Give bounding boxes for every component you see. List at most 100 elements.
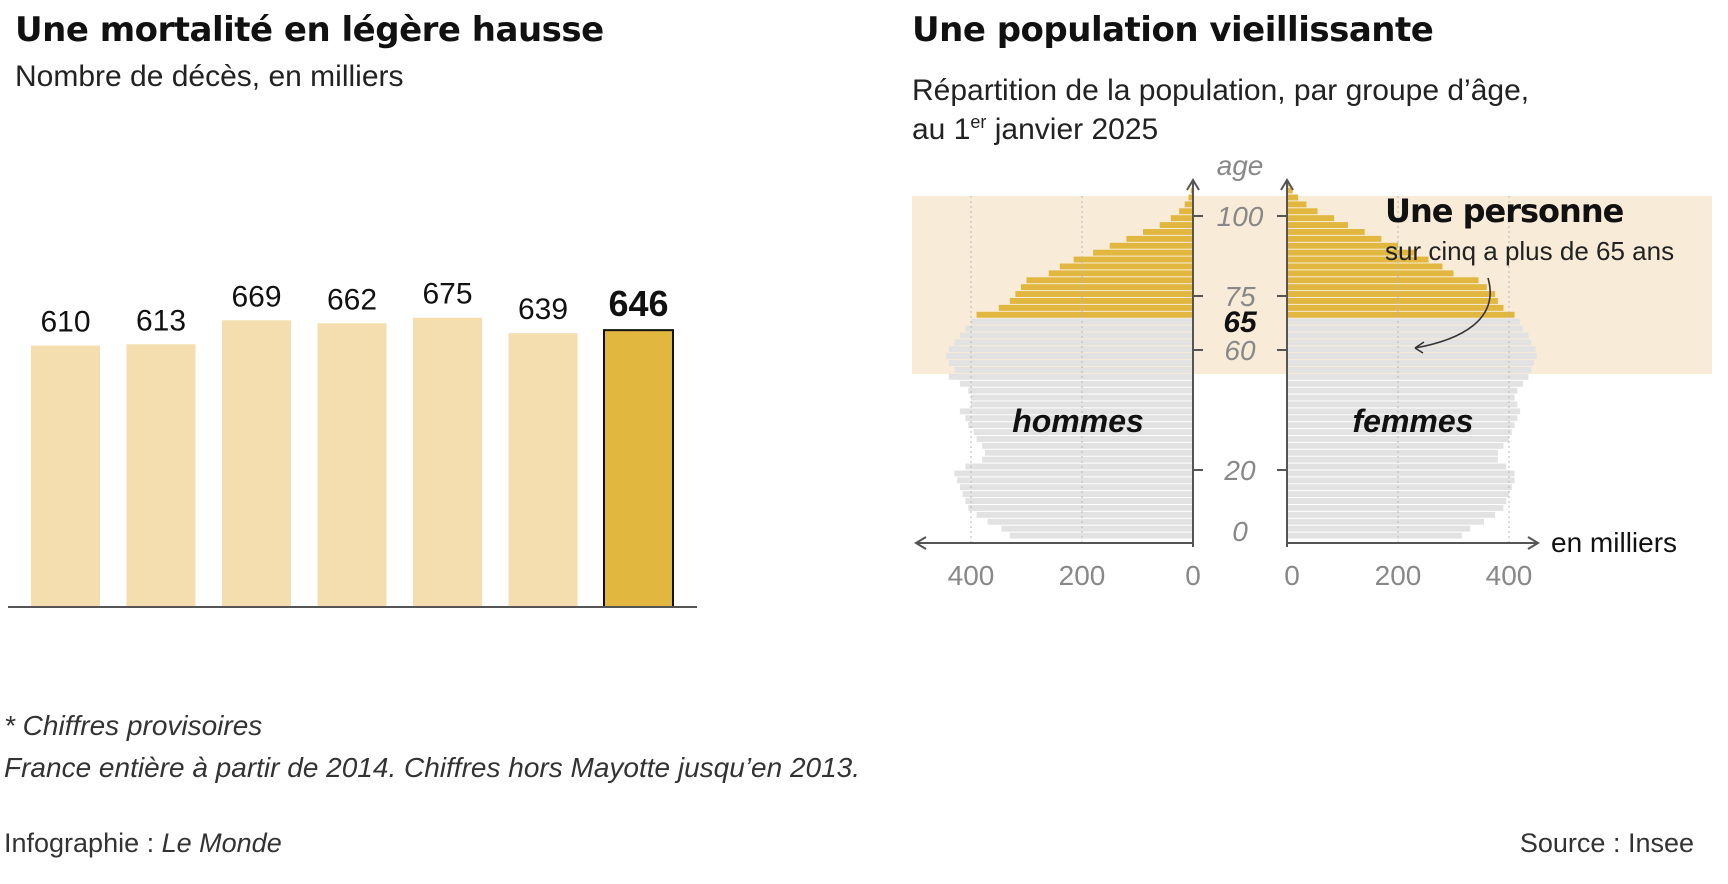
x-tick-hommes-0: 0 — [1185, 560, 1201, 591]
pyramid-bar-hommes-32 — [968, 422, 1193, 429]
bar-19 — [126, 344, 196, 607]
left-chart-title: Une mortalité en légère hausse — [15, 10, 604, 50]
annotation-text: sur cinq a plus de 65 ans — [1385, 236, 1675, 266]
pyramid-bar-hommes-100 — [1190, 187, 1193, 194]
pyramid-bar-femmes-64 — [1287, 311, 1515, 318]
x-tick-hommes-400: 400 — [948, 560, 995, 591]
pyramid-bar-hommes-2 — [1001, 525, 1193, 532]
pyramid-bar-hommes-64 — [976, 311, 1193, 318]
pyramid-bar-femmes-86 — [1287, 235, 1382, 242]
y-axis-arrow-right — [1280, 178, 1294, 191]
pyramid-bar-femmes-98 — [1287, 194, 1299, 201]
pyramid-bar-hommes-88 — [1143, 229, 1193, 235]
pyramid-bar-hommes-82 — [1093, 249, 1193, 256]
x-tick-femmes-0: 0 — [1284, 560, 1300, 591]
pyramid-bar-femmes-88 — [1287, 229, 1365, 235]
pyramid-bar-hommes-44 — [959, 380, 1193, 387]
pyramid-bar-femmes-2 — [1287, 525, 1471, 532]
footnote-provisional: * Chiffres provisoires — [4, 710, 263, 741]
pyramid-bar-femmes-38 — [1287, 401, 1518, 408]
pyramid-bar-hommes-74 — [1026, 277, 1193, 284]
pyramid-bar-femmes-46 — [1287, 373, 1529, 380]
credit-prefix: Infographie : — [4, 828, 162, 858]
pyramid-bar-femmes-34 — [1287, 415, 1518, 422]
bar-value-label-19: 613 — [136, 304, 186, 337]
annotation-arrow-head — [1414, 341, 1425, 354]
annotation-title: Une personne — [1385, 192, 1624, 230]
pyramid-bar-femmes-78 — [1287, 263, 1443, 270]
pyramid-bar-femmes-12 — [1287, 491, 1509, 498]
bar-2018 — [31, 345, 100, 607]
pyramid-bar-hommes-54 — [948, 346, 1193, 353]
pyramid-bar-femmes-28 — [1287, 436, 1509, 442]
bar-value-label-20: 669 — [231, 280, 281, 313]
pyramid-bar-femmes-94 — [1287, 208, 1318, 215]
pyramid-bar-femmes-74 — [1287, 277, 1479, 284]
credit-brand: Le Monde — [161, 828, 282, 858]
pyramid-bar-hommes-38 — [971, 401, 1193, 408]
bar-22 — [413, 317, 482, 607]
pyramid-bar-hommes-36 — [959, 408, 1193, 415]
pyramid-bar-hommes-50 — [948, 360, 1193, 366]
pyramid-bar-hommes-84 — [1109, 242, 1193, 249]
pyramid-bar-hommes-20 — [965, 463, 1193, 470]
left-chart-subtitle: Nombre de décès, en milliers — [15, 60, 404, 93]
pyramid-bar-femmes-48 — [1287, 367, 1532, 373]
pyramid-bar-femmes-44 — [1287, 380, 1523, 387]
credit: Infographie : Le Monde — [4, 828, 282, 859]
pyramid-bar-femmes-14 — [1287, 484, 1512, 491]
bar-value-label-22: 675 — [422, 278, 472, 311]
pyramid-bar-hommes-28 — [976, 436, 1193, 442]
pyramid-bar-femmes-60 — [1287, 325, 1523, 332]
x-tick-hommes-200: 200 — [1059, 560, 1106, 591]
pyramid-bar-hommes-16 — [957, 477, 1193, 484]
pyramid-bar-femmes-26 — [1287, 442, 1504, 449]
pyramid-bar-hommes-4 — [987, 518, 1193, 525]
pyramid-bar-femmes-36 — [1287, 408, 1521, 415]
pyramid-bar-femmes-8 — [1287, 505, 1504, 511]
pyramid-bar-hommes-80 — [1073, 256, 1193, 263]
pyramid-bar-femmes-82 — [1287, 249, 1415, 256]
pyramid-bar-hommes-98 — [1188, 194, 1193, 201]
pyramid-bar-femmes-0 — [1287, 532, 1462, 539]
pyramid-bar-femmes-6 — [1287, 511, 1496, 518]
age-label-0: 0 — [1232, 516, 1248, 547]
age-label-60: 60 — [1224, 335, 1256, 366]
pyramid-bar-femmes-80 — [1287, 256, 1429, 263]
pyramid-bar-hommes-6 — [976, 511, 1193, 518]
pyramid-bar-hommes-60 — [965, 325, 1193, 332]
pyramid-bar-hommes-8 — [968, 505, 1193, 511]
right-chart-subtitle-line1: Répartition de la population, par groupe… — [912, 74, 1530, 107]
pyramid-bar-hommes-12 — [962, 491, 1193, 498]
pyramid-bar-hommes-90 — [1159, 222, 1193, 228]
pyramid-bar-hommes-30 — [973, 429, 1193, 435]
pyramid-bar-femmes-72 — [1287, 284, 1487, 291]
pyramid-bar-femmes-22 — [1287, 456, 1498, 463]
pyramid-bar-femmes-58 — [1287, 332, 1529, 339]
bar-2024* — [603, 329, 674, 608]
deaths-bar-chart: 610201861319669206622167522639236462024* — [8, 278, 697, 608]
pyramid-bar-femmes-30 — [1287, 429, 1512, 435]
bar-value-label-21: 662 — [327, 283, 377, 316]
pyramid-bar-femmes-40 — [1287, 394, 1515, 401]
pyramid-bar-hommes-26 — [982, 442, 1193, 449]
subtitle-line2-post: janvier 2025 — [986, 113, 1159, 146]
right-chart-subtitle-line2: au 1er janvier 2025 — [912, 112, 1158, 147]
pyramid-bar-hommes-96 — [1184, 201, 1193, 208]
pyramid-bar-hommes-0 — [1009, 532, 1193, 539]
pyramid-bar-femmes-66 — [1287, 304, 1504, 311]
bar-value-label-2018: 610 — [40, 306, 90, 339]
age-label-75: 75 — [1224, 281, 1256, 312]
pyramid-bar-femmes-76 — [1287, 270, 1454, 277]
annotation-arrow — [1414, 277, 1491, 349]
bar-value-label-23: 639 — [518, 293, 568, 326]
pyramid-bar-femmes-84 — [1287, 242, 1398, 249]
pyramid-bar-femmes-32 — [1287, 422, 1515, 429]
x-tick-femmes-400: 400 — [1486, 560, 1533, 591]
pyramid-bar-hommes-34 — [965, 415, 1193, 422]
pyramid-bar-femmes-54 — [1287, 346, 1536, 353]
source: Source : Insee — [1519, 828, 1694, 858]
pyramid-bar-femmes-70 — [1287, 291, 1496, 297]
pyramid-bar-femmes-42 — [1287, 387, 1518, 394]
